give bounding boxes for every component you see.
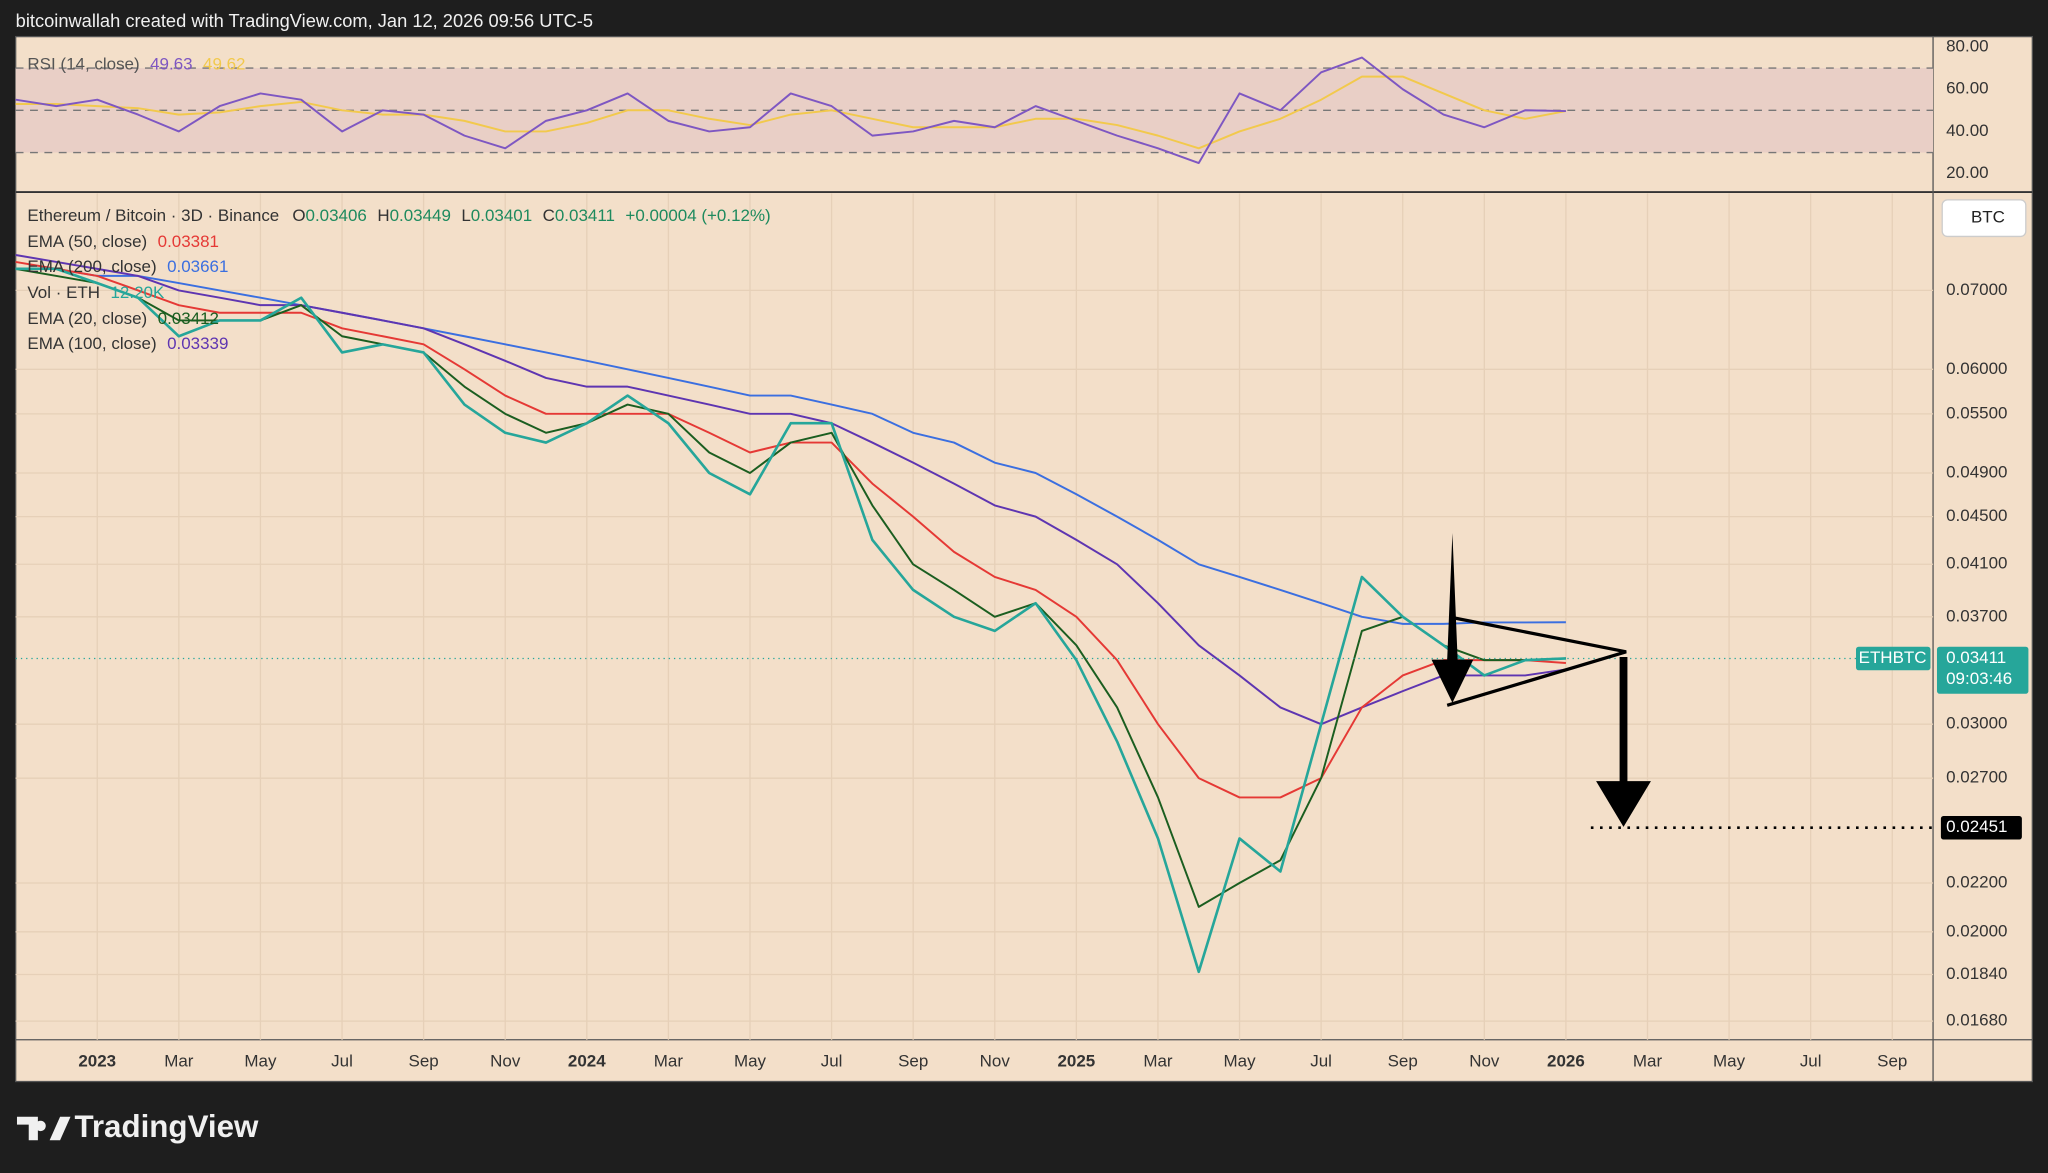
x-tick-label: Nov [980, 1051, 1011, 1070]
indicator-value: 12.20K [110, 283, 164, 302]
rsi-title: RSI (14, close) [27, 55, 139, 74]
change: +0.00004 (+0.12%) [625, 206, 770, 225]
currency-button[interactable]: BTC [1941, 199, 2027, 238]
indicator-legend: EMA (20, close) 0.03412 [27, 310, 219, 329]
ohlc-label: L [461, 206, 470, 225]
series-line [15, 267, 1566, 974]
rsi-legend: RSI (14, close) 49.63 49.62 [27, 55, 245, 74]
button-box[interactable] [1941, 199, 2027, 238]
x-tick-label: Sep [1388, 1051, 1418, 1070]
x-tick-label: Mar [654, 1051, 684, 1070]
x-tick-label: May [1224, 1051, 1257, 1070]
y-tick-label: 0.04900 [1946, 462, 2007, 481]
x-tick-label: Mar [164, 1051, 194, 1070]
symbol-title: Ethereum / Bitcoin · 3D · Binance [27, 206, 279, 225]
indicator-value: 0.03661 [167, 257, 228, 276]
price-tag: 0.03411 [1946, 648, 2006, 667]
indicator-name: Vol · ETH [27, 283, 100, 302]
y-tick-label: 60.00 [1946, 79, 1988, 98]
plot: 0.07000 0.06000 0.05500 0.04900 0.04500 0.041… [15, 36, 2029, 1070]
ohlc-value: 0.03401 [471, 206, 532, 225]
series-line [15, 254, 1567, 726]
symbol-legend: Ethereum / Bitcoin · 3D · Binance O0.0340… [27, 206, 770, 225]
y-tick-label: 0.01840 [1946, 964, 2007, 983]
ohlc-value: 0.03406 [306, 206, 367, 225]
x-tick-label: 2025 [1057, 1051, 1095, 1070]
series-line [15, 56, 1566, 165]
x-tick-label: Nov [490, 1051, 521, 1070]
x-tick-label: 2026 [1547, 1051, 1585, 1070]
ohlc-value: 0.03411 [555, 206, 615, 225]
x-tick-label: 2023 [78, 1051, 116, 1070]
brand: TradingView [74, 1109, 259, 1144]
ohlc-value: 0.03449 [390, 206, 451, 225]
indicator-name: EMA (100, close) [27, 334, 156, 353]
grid [15, 67, 1934, 1040]
indicator-legend: Vol · ETH 12.20K [27, 283, 165, 302]
indicator-legend: EMA (50, close) 0.03381 [27, 232, 219, 251]
y-tick-label: 80.00 [1946, 36, 1988, 55]
series-line [15, 267, 1566, 625]
x-tick-label: Mar [1633, 1051, 1663, 1070]
symbol-tag: ETHBTC [1859, 648, 1927, 667]
x-tick-label: Jul [1310, 1051, 1332, 1070]
indicator-name: EMA (50, close) [27, 232, 147, 251]
x-tick-label: Sep [898, 1051, 928, 1070]
y-tick-label: 0.01680 [1946, 1011, 2007, 1030]
target-arrow [1596, 657, 1651, 827]
countdown: 09:03:46 [1946, 669, 2012, 688]
x-tick-label: May [244, 1051, 277, 1070]
y-tick-label: 0.04100 [1946, 554, 2007, 573]
indicator-value: 0.03381 [158, 232, 219, 251]
indicator-name: EMA (200, close) [27, 257, 156, 276]
y-tick-label: 20.00 [1946, 163, 1988, 182]
y-tick-label: 0.02000 [1946, 921, 2007, 940]
rsi-value: 49.63 [150, 55, 192, 74]
attribution: bitcoinwallah created with TradingView.c… [16, 10, 593, 31]
target-label: 0.02451 [1946, 817, 2007, 836]
indicator-legend: EMA (100, close) 0.03339 [27, 334, 228, 353]
ohlc-label: C [543, 206, 555, 225]
series-line [15, 75, 1567, 150]
y-tick-label: 0.06000 [1946, 359, 2007, 378]
x-tick-label: Jul [1800, 1051, 1822, 1070]
price-tag-box [1936, 646, 2029, 694]
y-tick-label: 0.07000 [1946, 280, 2007, 299]
series-line [15, 267, 1566, 908]
x-tick-label: Jul [331, 1051, 353, 1070]
x-tick-label: Mar [1143, 1051, 1173, 1070]
y-tick-label: 0.03000 [1946, 714, 2007, 733]
target-label-box [1940, 815, 2022, 840]
button-label[interactable]: BTC [1971, 208, 2005, 227]
x-tick-label: May [734, 1051, 767, 1070]
x-tick-label: 2024 [568, 1051, 606, 1070]
x-tick-label: May [1713, 1051, 1746, 1070]
ohlc-label: O [292, 206, 305, 225]
triangle-pattern [1446, 616, 1627, 707]
y-tick-label: 0.03700 [1946, 606, 2007, 625]
logo [16, 1116, 71, 1141]
x-tick-label: Jul [821, 1051, 843, 1070]
y-tick-label: 0.04500 [1946, 506, 2007, 525]
ohlc-label: H [377, 206, 389, 225]
indicator-legend: EMA (200, close) 0.03661 [27, 257, 228, 276]
flagpole-arrow [1431, 532, 1474, 703]
y-tick-label: 0.02200 [1946, 873, 2007, 892]
watermark: TradingView [16, 1109, 259, 1144]
indicator-value: 0.03339 [167, 334, 228, 353]
y-tick-label: 40.00 [1946, 121, 1988, 140]
indicator-name: EMA (20, close) [27, 310, 147, 329]
y-tick-label: 0.02700 [1946, 768, 2007, 787]
symbol-tag-box [1856, 646, 1931, 671]
x-tick-label: Sep [409, 1051, 439, 1070]
rsi-ma-value: 49.62 [203, 55, 245, 74]
y-tick-label: 0.05500 [1946, 403, 2007, 422]
x-tick-label: Nov [1469, 1051, 1500, 1070]
x-tick-label: Sep [1877, 1051, 1907, 1070]
indicator-value: 0.03412 [158, 310, 219, 329]
chart-area [15, 35, 2033, 1083]
